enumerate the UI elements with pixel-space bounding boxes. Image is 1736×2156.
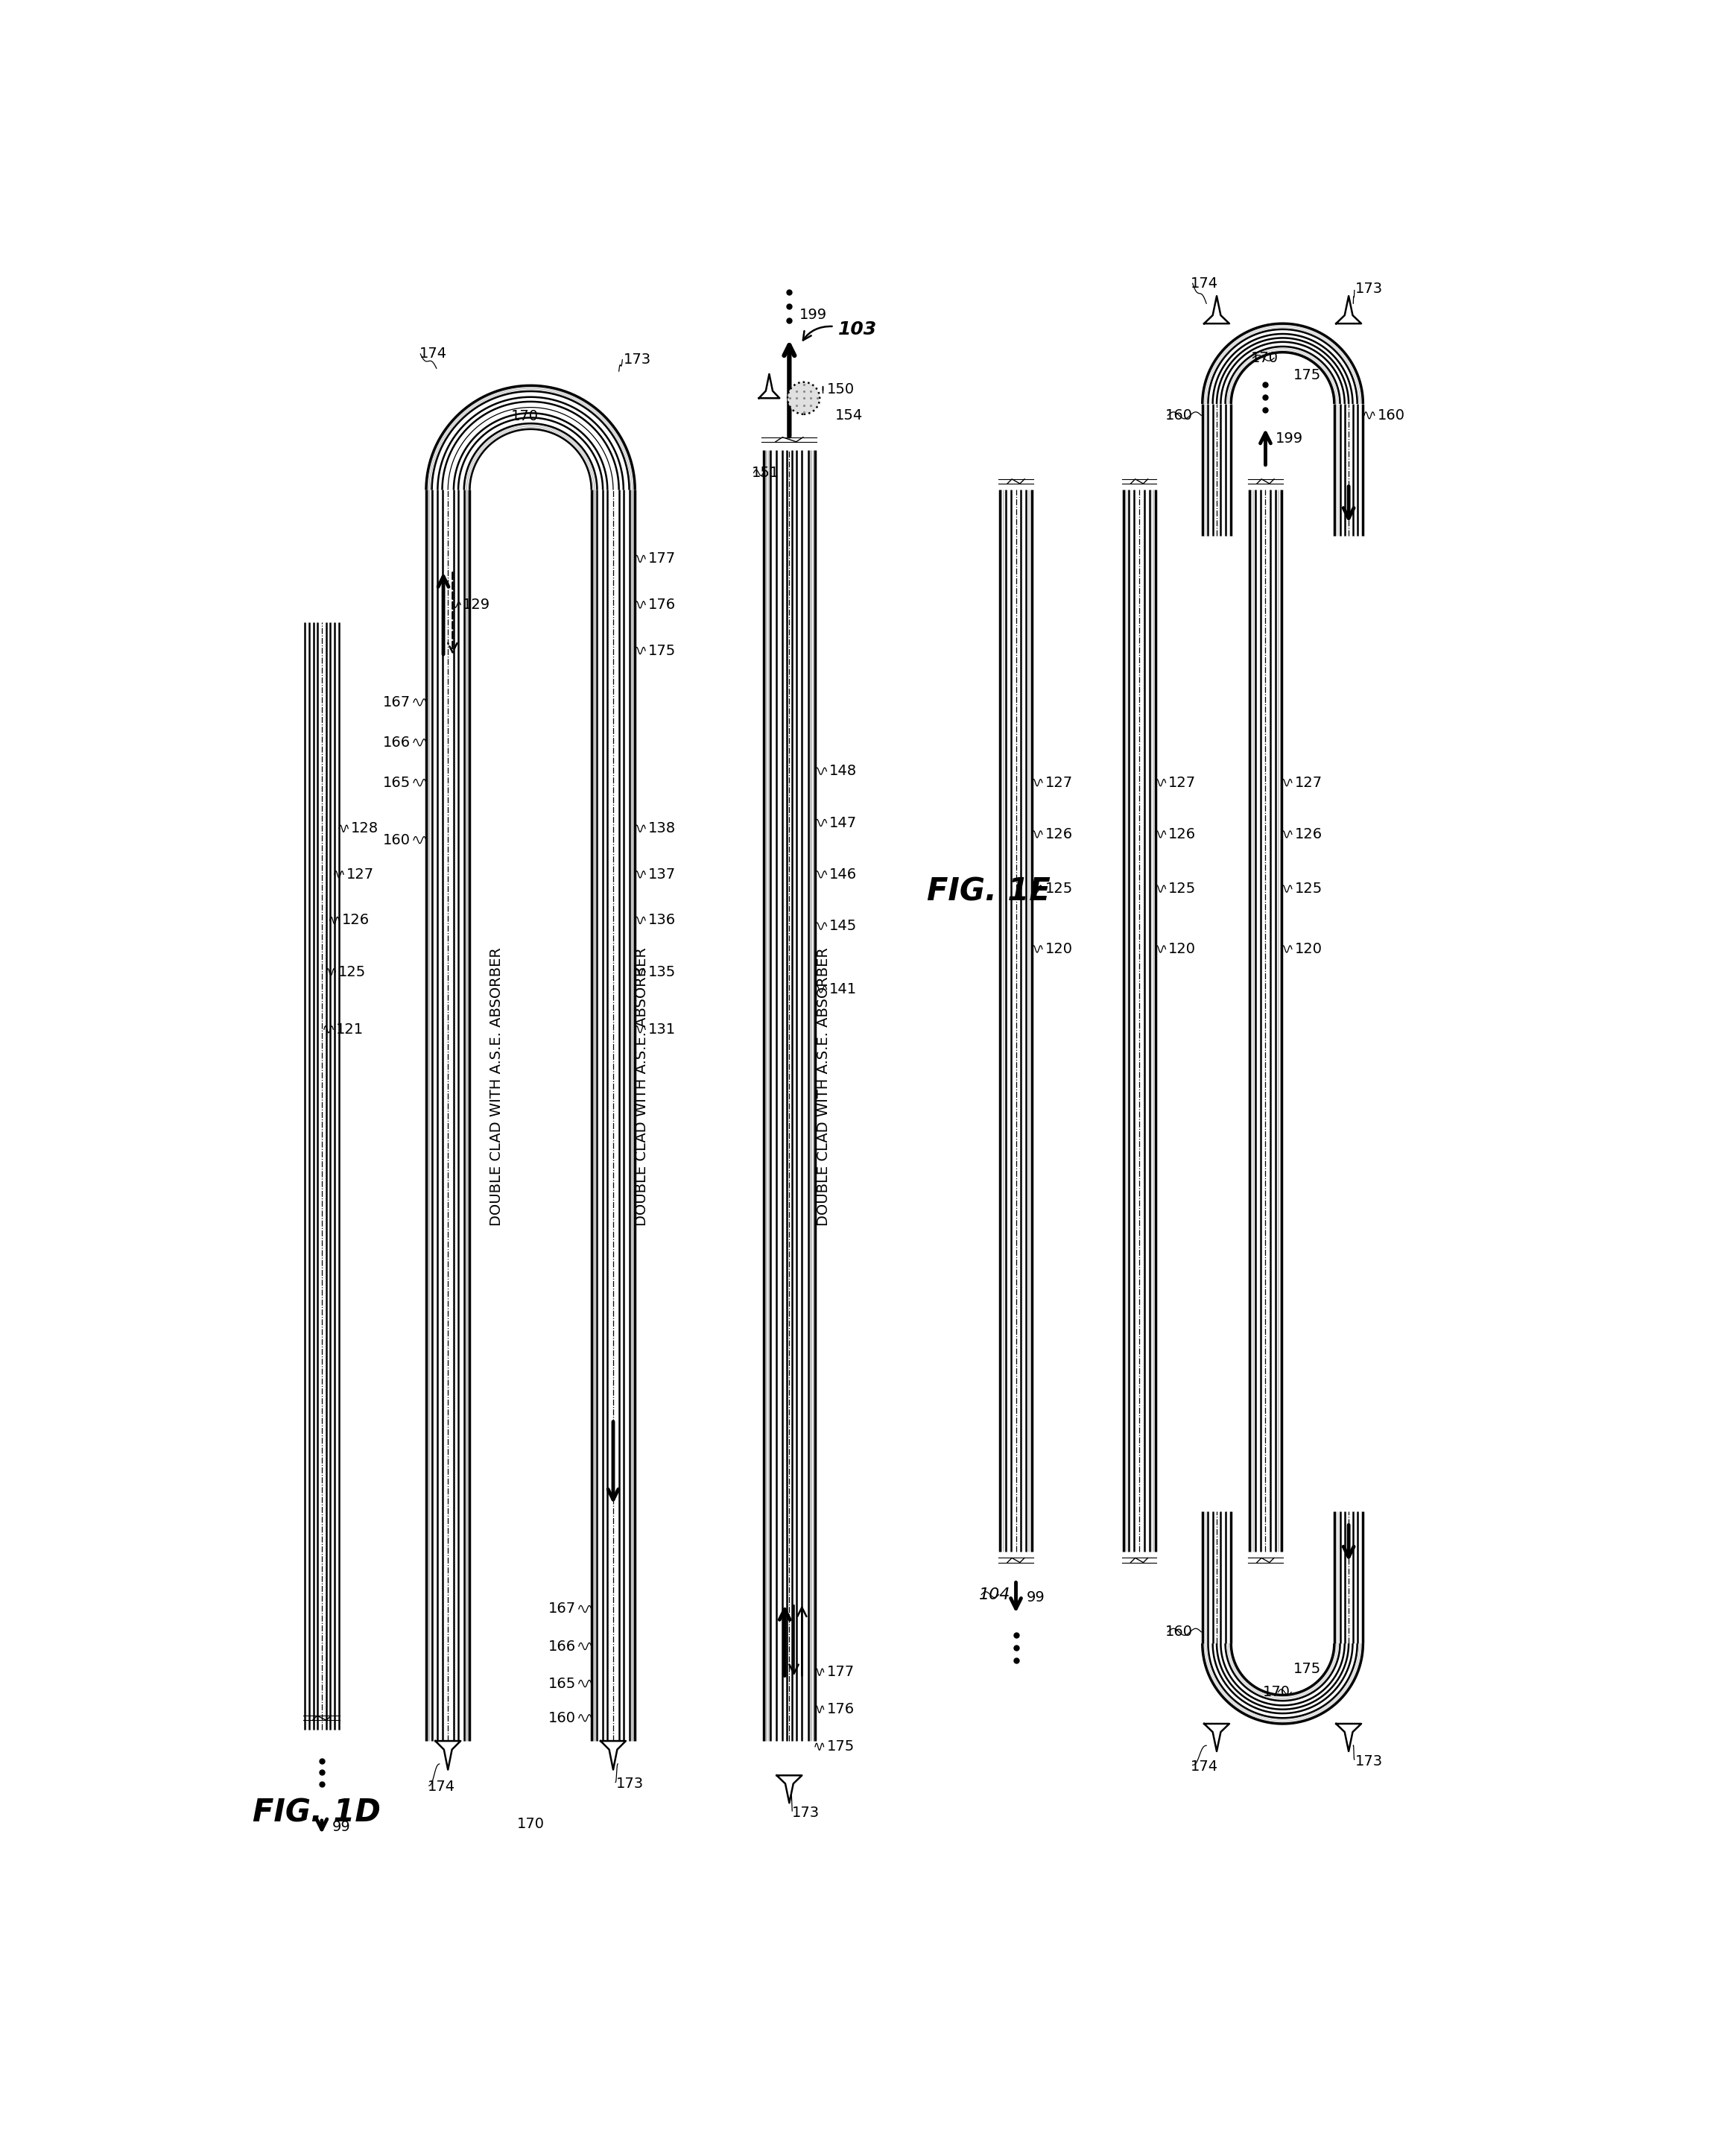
Text: 176: 176 [826, 1703, 854, 1716]
Text: DOUBLE CLAD WITH A.S.E. ABSORBER: DOUBLE CLAD WITH A.S.E. ABSORBER [816, 946, 832, 1227]
Text: 165: 165 [384, 776, 411, 789]
Text: 131: 131 [648, 1022, 675, 1037]
Text: 121: 121 [337, 1022, 365, 1037]
Text: 160: 160 [1165, 1626, 1193, 1639]
Text: DOUBLE CLAD WITH A.S.E. ABSORBER: DOUBLE CLAD WITH A.S.E. ABSORBER [490, 946, 503, 1227]
Text: 125: 125 [1045, 882, 1073, 897]
Text: 141: 141 [830, 983, 858, 996]
Text: 170: 170 [517, 1818, 545, 1830]
Text: 120: 120 [1045, 942, 1073, 955]
Text: 174: 174 [420, 347, 446, 360]
Text: 136: 136 [648, 914, 675, 927]
Text: 137: 137 [648, 867, 675, 882]
Text: 199: 199 [800, 308, 828, 321]
Text: 160: 160 [1377, 407, 1404, 423]
Text: 176: 176 [648, 597, 675, 612]
Text: 173: 173 [1356, 282, 1384, 295]
Text: 138: 138 [648, 821, 675, 837]
Text: 99: 99 [1026, 1591, 1045, 1604]
Text: 165: 165 [549, 1677, 576, 1690]
Text: 173: 173 [1356, 1755, 1384, 1768]
Text: 126: 126 [342, 914, 370, 927]
Text: 126: 126 [1295, 828, 1323, 841]
Text: 199: 199 [1276, 431, 1304, 446]
Text: 174: 174 [1191, 276, 1219, 291]
Polygon shape [601, 1740, 625, 1770]
Text: 174: 174 [427, 1779, 455, 1794]
Text: 103: 103 [838, 321, 877, 338]
Text: 173: 173 [623, 354, 651, 367]
Polygon shape [1337, 1725, 1361, 1751]
Text: 173: 173 [792, 1805, 819, 1820]
Text: 150: 150 [826, 382, 854, 397]
Text: 126: 126 [1045, 828, 1073, 841]
Text: FIG. 1E: FIG. 1E [927, 875, 1050, 908]
Text: 128: 128 [351, 821, 378, 837]
Polygon shape [1205, 295, 1229, 323]
Text: 125: 125 [1295, 882, 1323, 897]
Text: 175: 175 [826, 1740, 854, 1753]
Text: 170: 170 [1252, 351, 1279, 364]
Text: 146: 146 [830, 867, 858, 882]
Text: 120: 120 [1168, 942, 1196, 955]
Polygon shape [1337, 295, 1361, 323]
Text: 154: 154 [835, 407, 863, 423]
Polygon shape [759, 373, 779, 399]
Text: 160: 160 [384, 832, 411, 847]
Text: 148: 148 [830, 763, 858, 778]
Text: 99: 99 [332, 1820, 351, 1835]
Text: 145: 145 [830, 918, 858, 934]
Text: FIG. 1D: FIG. 1D [253, 1798, 380, 1828]
Text: 127: 127 [347, 867, 373, 882]
Text: 166: 166 [549, 1639, 576, 1654]
Circle shape [788, 382, 819, 414]
Text: 177: 177 [648, 552, 675, 565]
Text: 160: 160 [1165, 407, 1193, 423]
Text: DOUBLE CLAD WITH A.S.E. ABSORBER: DOUBLE CLAD WITH A.S.E. ABSORBER [635, 946, 649, 1227]
Text: 125: 125 [1168, 882, 1196, 897]
Text: 175: 175 [1293, 1662, 1321, 1677]
Text: 175: 175 [648, 645, 675, 658]
Text: 126: 126 [1168, 828, 1196, 841]
Text: 174: 174 [1191, 1759, 1219, 1774]
Text: 160: 160 [549, 1712, 576, 1725]
Text: 127: 127 [1045, 776, 1073, 789]
Polygon shape [776, 1774, 802, 1802]
Text: 125: 125 [339, 966, 366, 979]
Text: 175: 175 [1293, 369, 1321, 382]
Text: 167: 167 [549, 1602, 576, 1617]
Text: 170: 170 [510, 410, 538, 423]
Text: 127: 127 [1295, 776, 1323, 789]
Text: 104: 104 [979, 1587, 1010, 1602]
Polygon shape [436, 1740, 460, 1770]
Text: 177: 177 [826, 1664, 854, 1680]
Text: 129: 129 [462, 597, 490, 612]
Text: 120: 120 [1295, 942, 1323, 955]
Text: 173: 173 [616, 1777, 644, 1792]
Text: 135: 135 [648, 966, 675, 979]
Text: 166: 166 [384, 735, 411, 750]
Text: 127: 127 [1168, 776, 1196, 789]
Text: 167: 167 [384, 694, 411, 709]
Text: 147: 147 [830, 815, 858, 830]
Text: 151: 151 [752, 466, 779, 481]
Polygon shape [1205, 1725, 1229, 1751]
Text: 170: 170 [1264, 1686, 1292, 1699]
